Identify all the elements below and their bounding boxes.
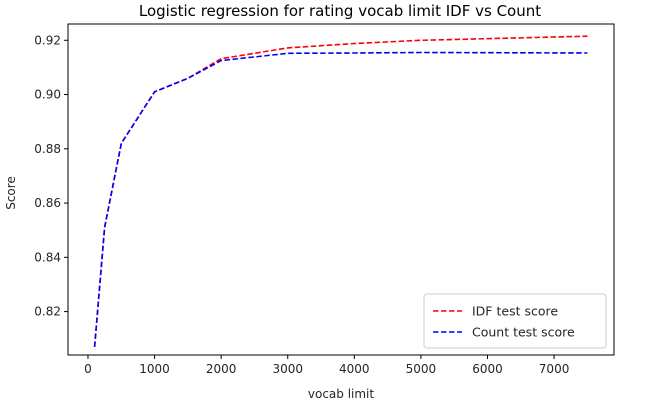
x-axis: 0 1000 2000 3000 4000 5000 6000 7000	[84, 355, 569, 376]
axes-frame	[67, 23, 615, 356]
chart-title: Logistic regression for rating vocab lim…	[139, 2, 541, 20]
y-tick-label: 0.84	[34, 250, 61, 264]
x-tick-label: 1000	[139, 362, 170, 376]
y-axis: 0.82 0.84 0.86 0.88 0.90 0.92	[34, 33, 68, 319]
x-tick-label: 2000	[206, 362, 237, 376]
legend: IDF test score Count test score	[423, 293, 607, 349]
x-tick-label: 5000	[406, 362, 437, 376]
y-axis-label: Score	[4, 176, 18, 210]
y-tick-label: 0.90	[34, 88, 61, 102]
x-tick-label: 0	[84, 362, 92, 376]
legend-entry: IDF test score	[472, 304, 558, 319]
y-tick-label: 0.88	[34, 142, 61, 156]
plot-area	[93, 35, 588, 347]
x-tick-label: 3000	[272, 362, 303, 376]
y-tick-label: 0.82	[34, 305, 61, 319]
legend-box	[423, 293, 607, 349]
series-line-1	[93, 51, 588, 347]
legend-entry: Count test score	[472, 325, 575, 340]
y-tick-label: 0.86	[34, 196, 61, 210]
x-tick-label: 6000	[472, 362, 503, 376]
x-tick-label: 4000	[339, 362, 370, 376]
y-tick-label: 0.92	[34, 33, 61, 47]
x-axis-label: vocab limit	[308, 387, 375, 401]
x-tick-label: 7000	[539, 362, 570, 376]
